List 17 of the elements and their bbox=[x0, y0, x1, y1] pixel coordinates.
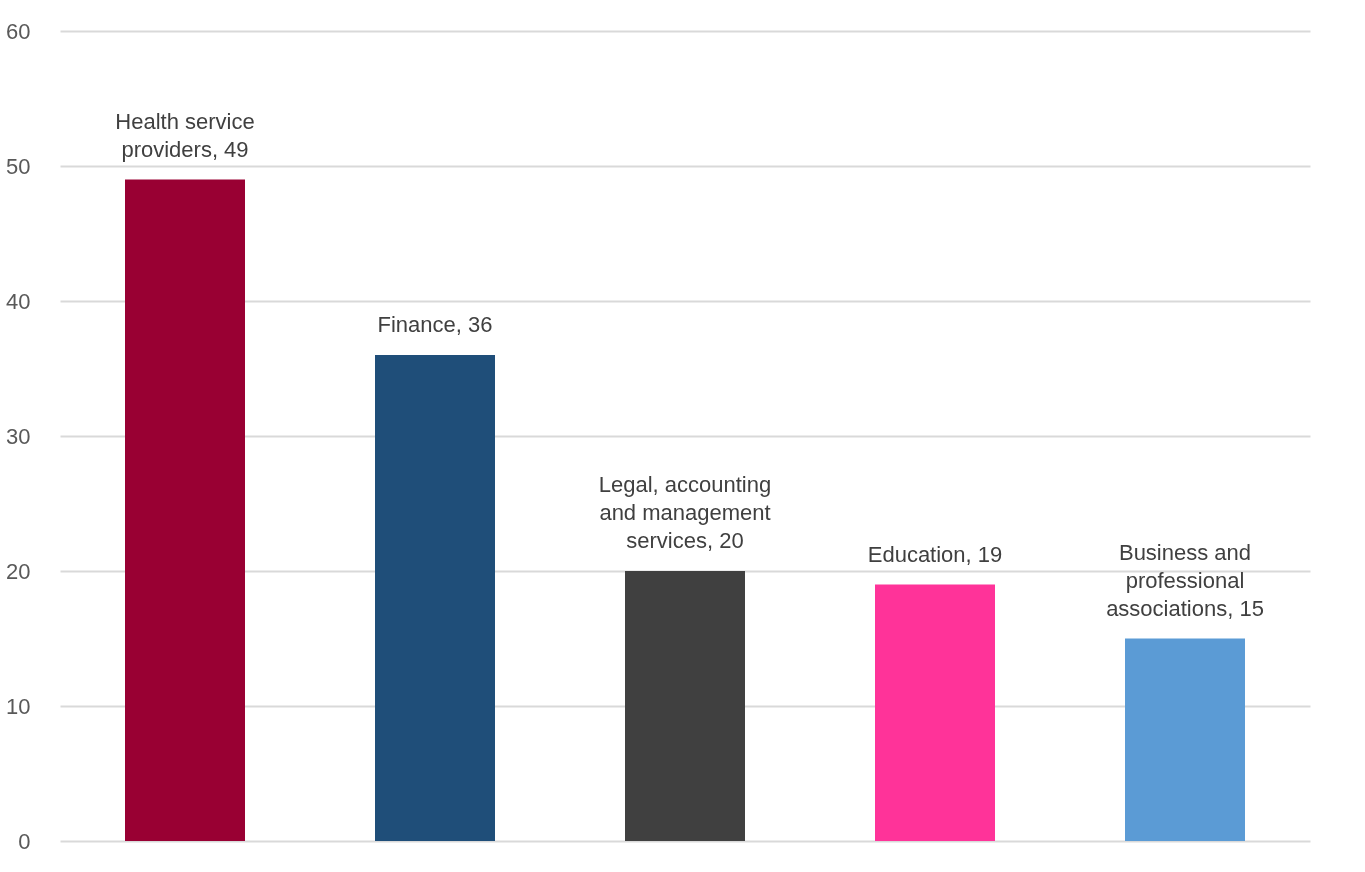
y-tick-label: 20 bbox=[6, 558, 31, 584]
data-label: Business and professional associations, 15 bbox=[1106, 539, 1264, 621]
y-tick-label: 50 bbox=[6, 153, 31, 179]
y-tick-label: 10 bbox=[6, 693, 31, 719]
y-tick-label: 60 bbox=[6, 18, 31, 44]
data-label: Legal, accounting and management services, 20 bbox=[598, 472, 772, 553]
y-tick-label: 0 bbox=[18, 828, 31, 854]
data-label: Finance, 36 bbox=[377, 312, 493, 337]
data-label: Education, 19 bbox=[867, 541, 1003, 567]
bar bbox=[875, 584, 995, 841]
bar bbox=[625, 571, 745, 841]
data-label: Health service providers, 49 bbox=[115, 108, 255, 162]
y-tick-label: 30 bbox=[6, 423, 31, 449]
bar bbox=[375, 355, 495, 841]
bar bbox=[1125, 638, 1245, 841]
bar bbox=[125, 179, 245, 841]
y-tick-label: 40 bbox=[6, 288, 31, 314]
